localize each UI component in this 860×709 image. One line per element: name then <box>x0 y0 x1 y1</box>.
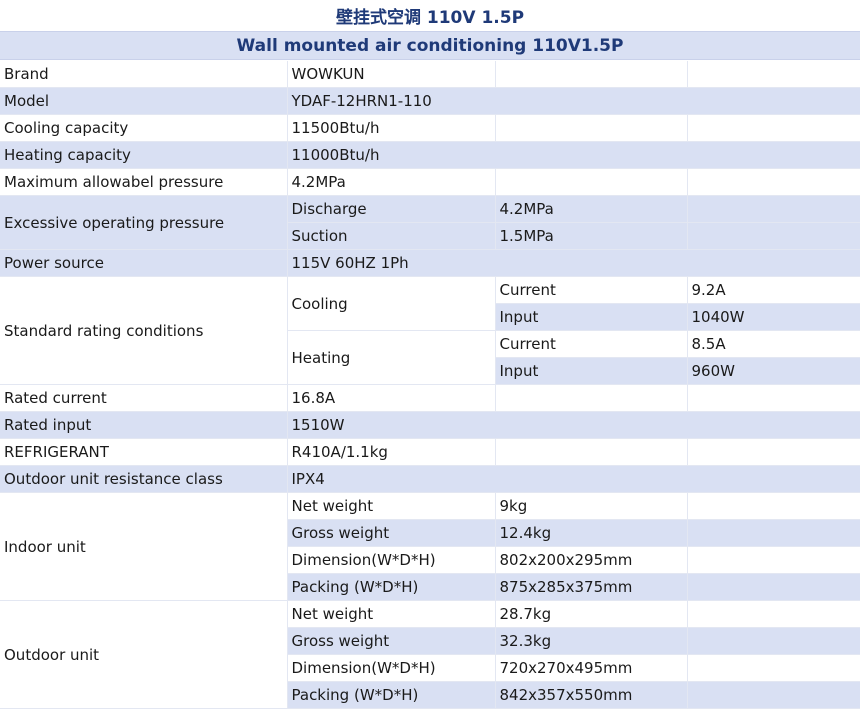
spec-table: Brand WOWKUN Model YDAF-12HRN1-110 Cooli… <box>0 61 860 709</box>
row-rating-cooling-input: Input 1040W <box>0 303 860 331</box>
row-label: Rated current <box>0 384 288 412</box>
sub-value: 842x357x550mm <box>495 681 688 709</box>
row-label: Indoor unit <box>0 492 288 601</box>
row-excessive-pressure-discharge: Excessive operating pressure Discharge 4… <box>0 195 860 250</box>
sub-value: 720x270x495mm <box>495 654 688 682</box>
row-excessive-pressure-suction: Suction 1.5MPa <box>0 222 860 250</box>
row-label: Model <box>0 87 288 115</box>
row-rating-heating-input: Input 960W <box>0 357 860 385</box>
row-rating-heating-current: Heating Current 8.5A <box>0 330 860 385</box>
row-label: Outdoor unit <box>0 600 288 709</box>
row-value: IPX4 <box>287 465 860 493</box>
row-rating-cooling-current: Standard rating conditions Cooling Curre… <box>0 276 860 385</box>
row-label: Cooling capacity <box>0 114 288 142</box>
row-label: Standard rating conditions <box>0 276 288 385</box>
sub-label: Dimension(W*D*H) <box>287 546 496 574</box>
row-label: REFRIGERANT <box>0 438 288 466</box>
row-label: Power source <box>0 249 288 277</box>
param-label: Current <box>495 330 688 358</box>
row-label: Heating capacity <box>0 141 288 169</box>
row-resistance-class: Outdoor unit resistance class IPX4 <box>0 465 860 493</box>
row-indoor-gross-weight: Gross weight 12.4kg <box>0 519 860 547</box>
param-value: 1040W <box>687 303 860 331</box>
sub-value: 9kg <box>495 492 688 520</box>
row-indoor-net-weight: Indoor unit Net weight 9kg <box>0 492 860 601</box>
row-refrigerant: REFRIGERANT R410A/1.1kg <box>0 438 860 466</box>
sub-label: Net weight <box>287 600 496 628</box>
sub-label: Dimension(W*D*H) <box>287 654 496 682</box>
sub-label: Net weight <box>287 492 496 520</box>
row-model: Model YDAF-12HRN1-110 <box>0 87 860 115</box>
row-label: Outdoor unit resistance class <box>0 465 288 493</box>
row-heating-capacity: Heating capacity 11000Btu/h <box>0 141 860 169</box>
row-value: 4.2MPa <box>287 168 496 196</box>
row-brand: Brand WOWKUN <box>0 61 860 88</box>
row-value: 11500Btu/h <box>287 114 496 142</box>
sub-label: Heating <box>287 330 496 385</box>
row-indoor-packing: Packing (W*D*H) 875x285x375mm <box>0 573 860 601</box>
param-value: 8.5A <box>687 330 860 358</box>
row-outdoor-net-weight: Outdoor unit Net weight 28.7kg <box>0 600 860 709</box>
param-value: 9.2A <box>687 276 860 304</box>
row-cooling-capacity: Cooling capacity 11500Btu/h <box>0 114 860 142</box>
param-label: Input <box>495 357 688 385</box>
sub-value: 802x200x295mm <box>495 546 688 574</box>
row-rated-input: Rated input 1510W <box>0 411 860 439</box>
row-value: 115V 60HZ 1Ph <box>287 249 860 277</box>
row-rated-current: Rated current 16.8A <box>0 384 860 412</box>
sub-value: 875x285x375mm <box>495 573 688 601</box>
row-value: 16.8A <box>287 384 496 412</box>
sub-label: Packing (W*D*H) <box>287 681 496 709</box>
title-en: Wall mounted air conditioning 110V1.5P <box>0 32 860 60</box>
row-value: R410A/1.1kg <box>287 438 496 466</box>
param-label: Input <box>495 303 688 331</box>
sub-value: 4.2MPa <box>495 195 688 223</box>
row-max-pressure: Maximum allowabel pressure 4.2MPa <box>0 168 860 196</box>
param-value: 960W <box>687 357 860 385</box>
title-cn: 壁挂式空调 110V 1.5P <box>0 0 860 32</box>
sub-value: 28.7kg <box>495 600 688 628</box>
sub-value: 1.5MPa <box>495 222 688 250</box>
row-power-source: Power source 115V 60HZ 1Ph <box>0 249 860 277</box>
row-outdoor-gross-weight: Gross weight 32.3kg <box>0 627 860 655</box>
sub-label: Packing (W*D*H) <box>287 573 496 601</box>
row-outdoor-dimension: Dimension(W*D*H) 720x270x495mm <box>0 654 860 682</box>
row-value: WOWKUN <box>287 61 496 88</box>
sub-label: Suction <box>287 222 496 250</box>
row-label: Maximum allowabel pressure <box>0 168 288 196</box>
row-value: 1510W <box>287 411 860 439</box>
row-label: Excessive operating pressure <box>0 195 288 250</box>
row-indoor-dimension: Dimension(W*D*H) 802x200x295mm <box>0 546 860 574</box>
sub-label: Gross weight <box>287 519 496 547</box>
sub-label: Gross weight <box>287 627 496 655</box>
row-label: Brand <box>0 61 288 88</box>
row-value: 11000Btu/h <box>287 141 860 169</box>
row-label: Rated input <box>0 411 288 439</box>
row-value: YDAF-12HRN1-110 <box>287 87 860 115</box>
param-label: Current <box>495 276 688 304</box>
sub-label: Discharge <box>287 195 496 223</box>
sub-value: 12.4kg <box>495 519 688 547</box>
sub-label: Cooling <box>287 276 496 331</box>
sub-value: 32.3kg <box>495 627 688 655</box>
